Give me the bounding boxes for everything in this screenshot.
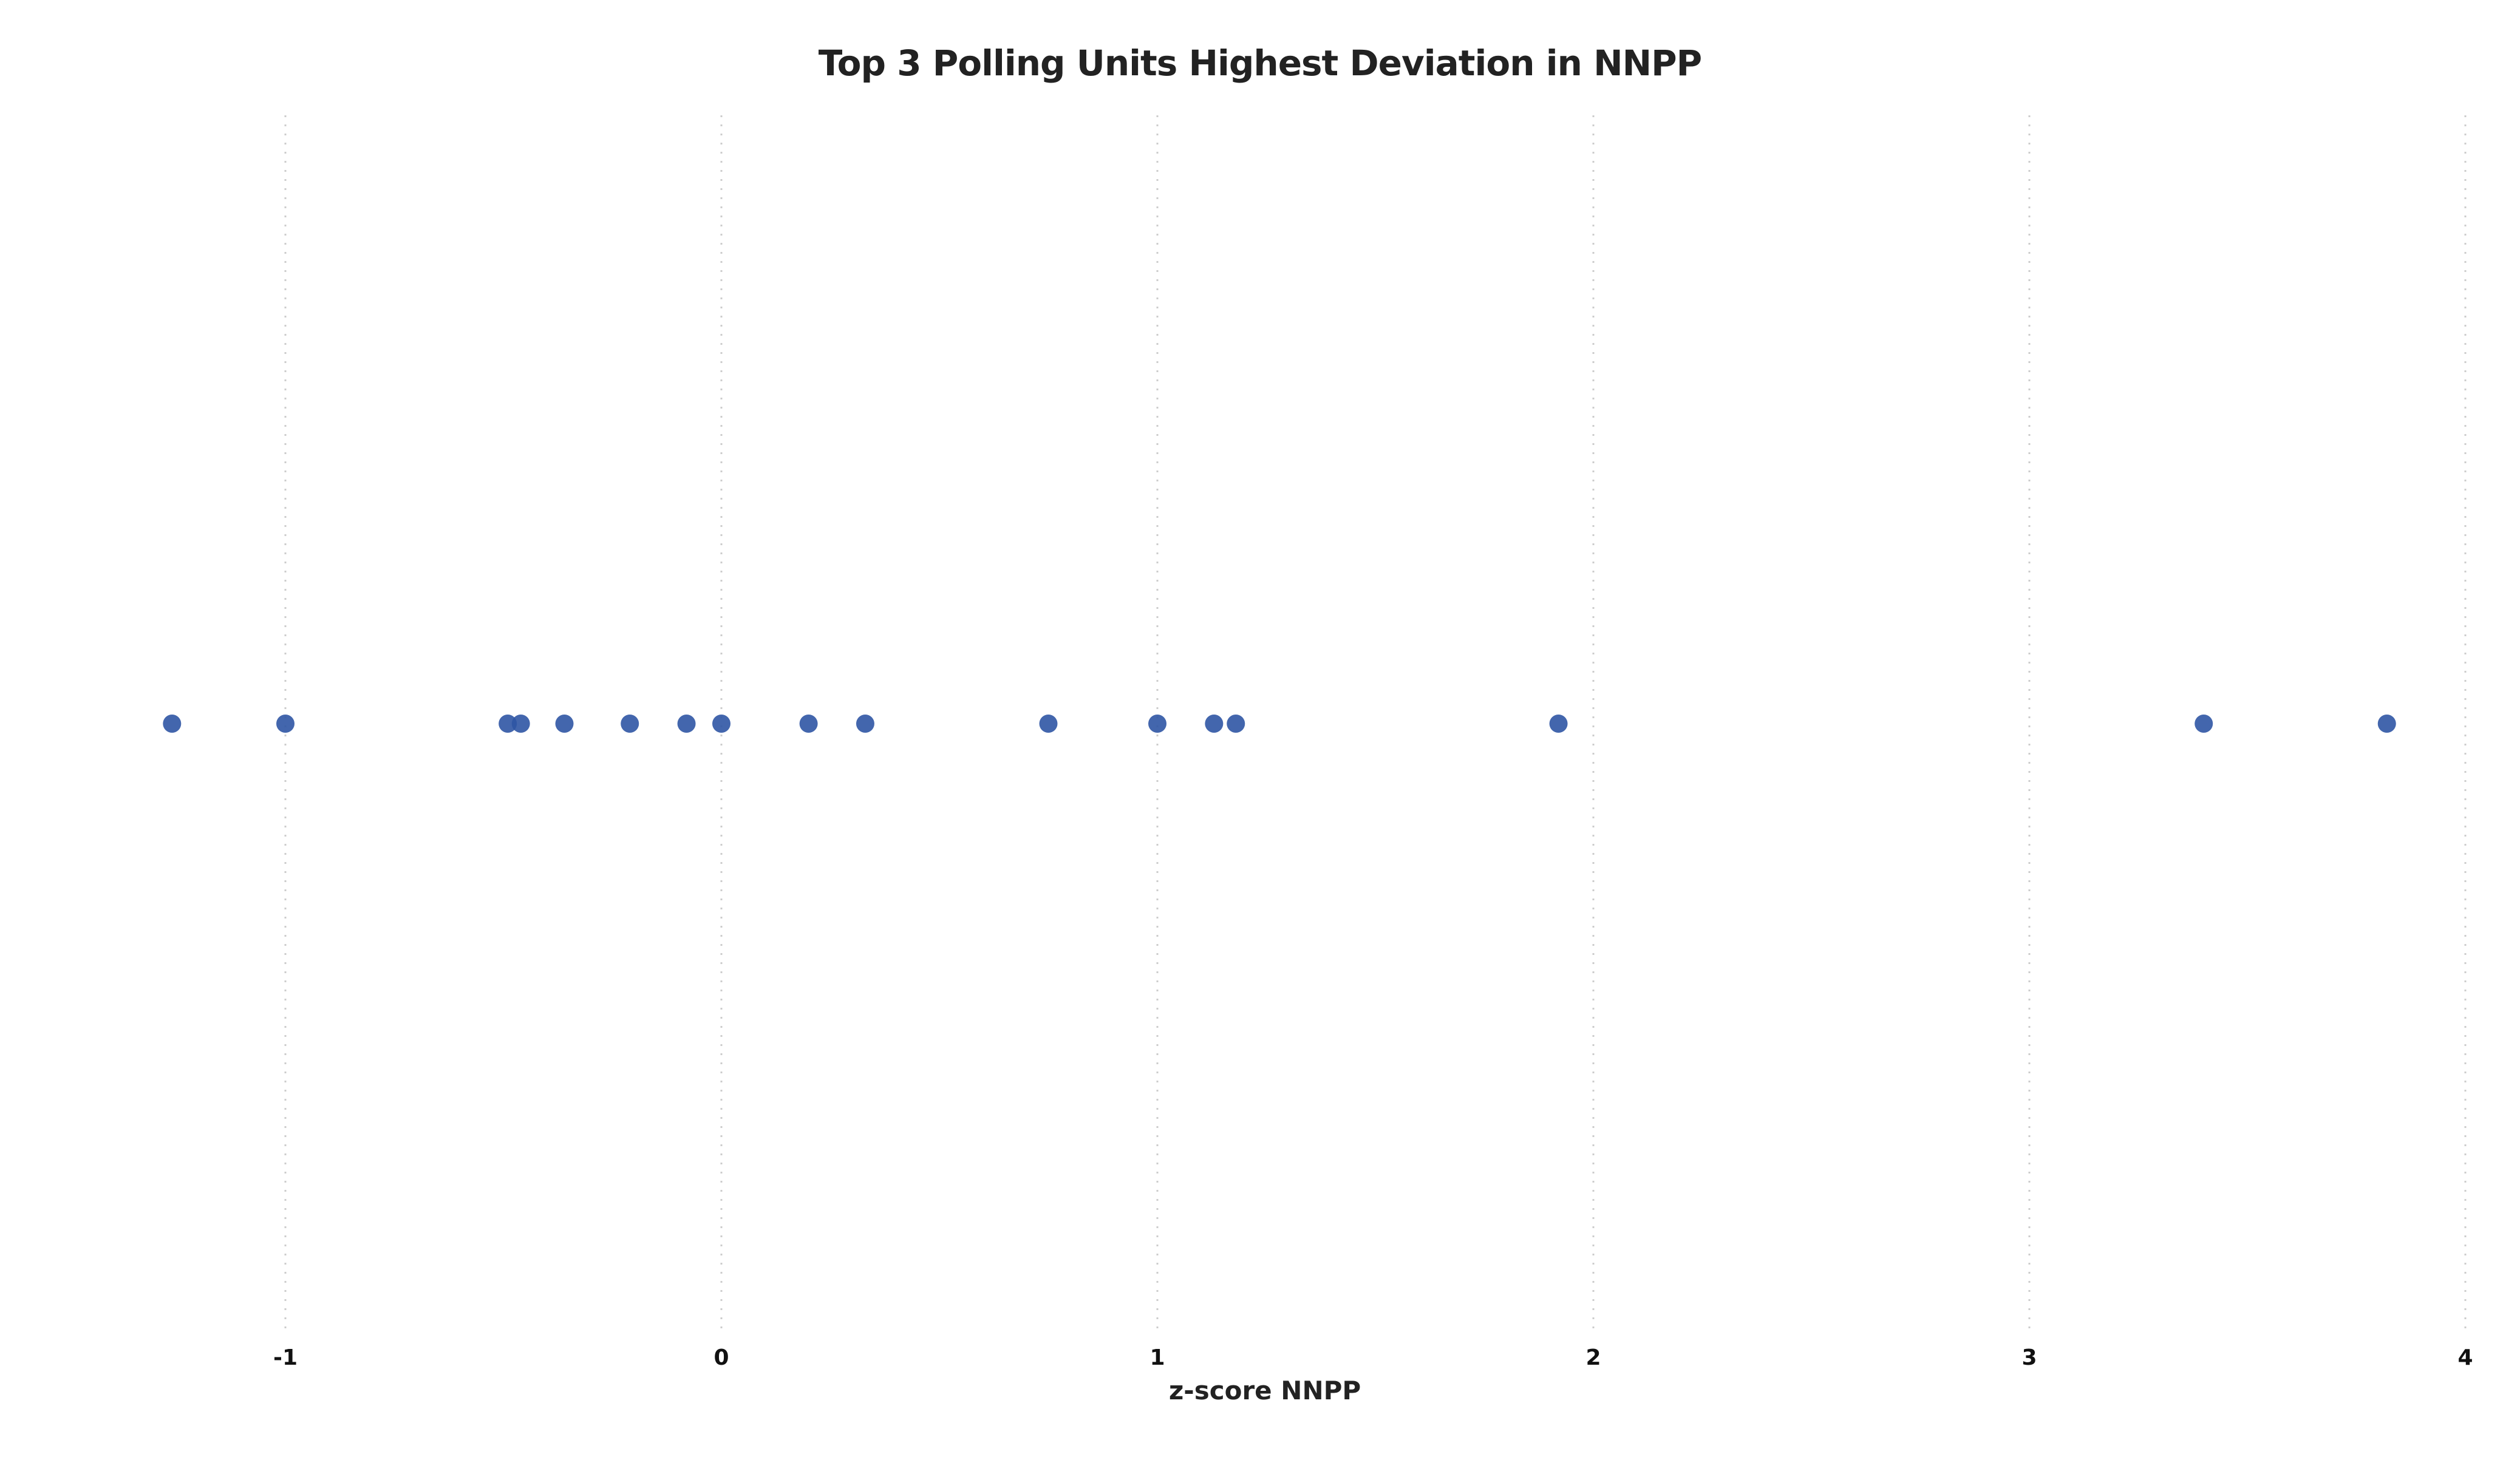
data-point[interactable]	[799, 715, 818, 733]
data-point[interactable]	[511, 715, 530, 733]
data-point[interactable]	[555, 715, 574, 733]
data-point[interactable]	[621, 715, 639, 733]
data-point[interactable]	[677, 715, 696, 733]
chart-title: Top 3 Polling Units Highest Deviation in…	[818, 42, 1702, 84]
x-tick-label: 2	[1585, 1345, 1601, 1370]
data-point[interactable]	[1549, 715, 1568, 733]
grid-lines	[284, 115, 2467, 1336]
x-tick-label: 4	[2457, 1345, 2473, 1370]
data-point[interactable]	[712, 715, 730, 733]
data-point[interactable]	[1205, 715, 1224, 733]
x-tick-label: 0	[713, 1345, 729, 1370]
data-point[interactable]	[1039, 715, 1058, 733]
x-axis-title: z-score NNPP	[1169, 1376, 1361, 1405]
data-point[interactable]	[2195, 715, 2213, 733]
data-point[interactable]	[1227, 715, 1245, 733]
x-tick-label: -1	[273, 1345, 298, 1370]
data-points	[163, 715, 2396, 733]
x-axis-ticks: -1 0 1 2 3 4	[273, 1345, 2473, 1370]
data-point[interactable]	[276, 715, 295, 733]
data-point[interactable]	[1148, 715, 1166, 733]
data-point[interactable]	[499, 715, 517, 733]
x-tick-label: 3	[2021, 1345, 2037, 1370]
data-point[interactable]	[2377, 715, 2396, 733]
data-point[interactable]	[856, 715, 874, 733]
data-point[interactable]	[163, 715, 182, 733]
x-tick-label: 1	[1149, 1345, 1165, 1370]
